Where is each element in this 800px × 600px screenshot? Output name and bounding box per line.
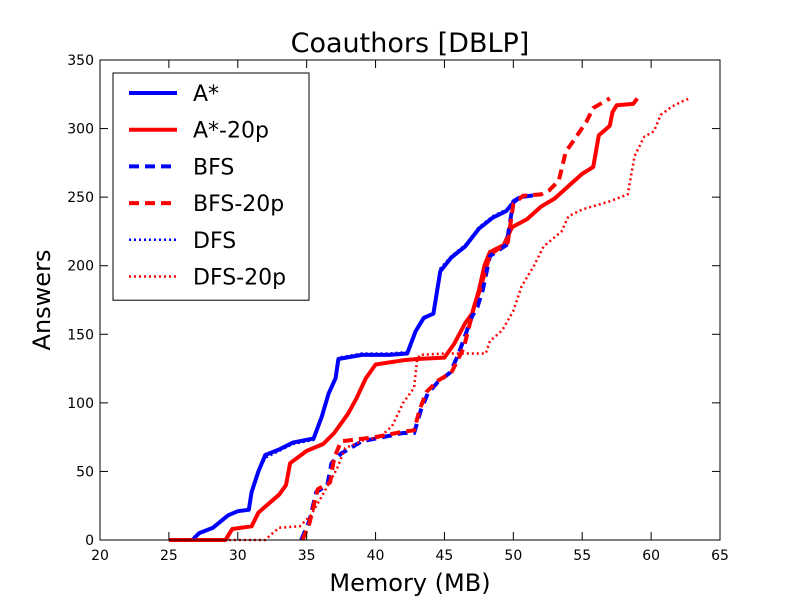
x-tick-label: 60 (642, 548, 660, 564)
legend-box (112, 72, 310, 301)
series-line-bfs-20p (300, 96, 611, 541)
x-tick-label: 25 (160, 548, 178, 564)
y-tick-label: 300 (67, 122, 94, 138)
series-line-dfs (168, 194, 521, 542)
legend-label: DFS (193, 229, 236, 254)
chart-title: Coauthors [DBLP] (291, 28, 530, 59)
series-line-dfs-20p (168, 97, 691, 542)
legend-label: DFS-20p (193, 266, 286, 291)
y-axis-title: Answers (28, 250, 56, 351)
x-tick-label: 65 (711, 548, 729, 564)
legend-label: BFS (193, 155, 234, 180)
y-tick-label: 50 (76, 464, 94, 480)
y-tick-label: 200 (67, 259, 94, 275)
y-tick-label: 100 (67, 396, 94, 412)
y-tick-label: 0 (85, 533, 94, 549)
legend-label: A* (193, 82, 219, 107)
legend-label: BFS-20p (193, 192, 284, 217)
legend-label: A*-20p (193, 119, 269, 144)
series-line-a-20p (168, 97, 639, 542)
legend: A* A*-20p BFS BFS-20p DFS DFS-20p (112, 72, 310, 301)
y-tick-label: 150 (67, 327, 94, 343)
x-tick-label: 55 (573, 548, 591, 564)
x-tick-label: 50 (504, 548, 522, 564)
x-tick-label: 45 (436, 548, 454, 564)
plot-frame (99, 59, 721, 541)
x-tick-label: 30 (229, 548, 247, 564)
y-tick-label: 250 (67, 190, 94, 206)
x-tick-label: 20 (91, 548, 109, 564)
plot-area: 20 25 30 35 40 45 50 55 60 65 0 50 100 150 200 250 300 35… (67, 53, 729, 564)
x-axis-title: Memory (MB) (329, 569, 490, 597)
x-tick-label: 35 (298, 548, 316, 564)
x-tick-label: 40 (367, 548, 385, 564)
y-tick-label: 350 (67, 53, 94, 69)
